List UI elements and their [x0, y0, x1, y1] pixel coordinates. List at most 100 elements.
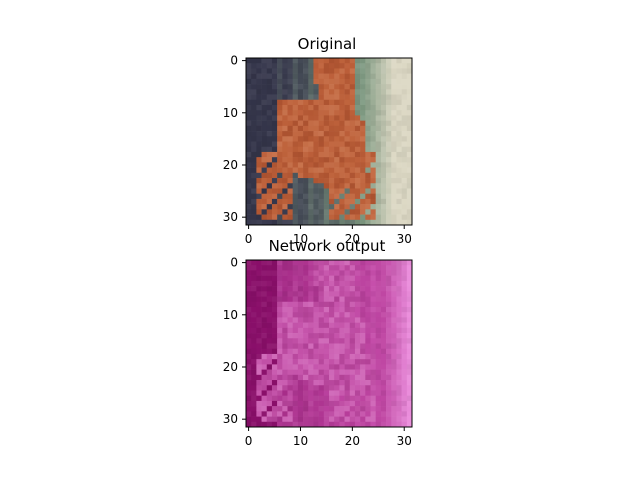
image-pixel [318, 421, 325, 428]
image-pixel [354, 209, 361, 215]
image-pixel [246, 280, 252, 287]
image-pixel [318, 301, 325, 308]
image-pixel [308, 162, 314, 168]
image-pixel [303, 364, 309, 370]
image-pixel [401, 68, 408, 74]
image-pixel [261, 136, 268, 142]
image-pixel [303, 198, 309, 205]
image-pixel [391, 167, 397, 174]
image-pixel [261, 167, 268, 174]
image-pixel [318, 172, 325, 179]
image-pixel [386, 204, 392, 210]
image-pixel [370, 89, 376, 95]
image-pixel [386, 411, 392, 417]
image-pixel [303, 390, 309, 396]
image-pixel [318, 94, 325, 101]
image-pixel [334, 219, 340, 226]
image-pixel [251, 136, 257, 142]
image-pixel [365, 146, 371, 153]
image-pixel [396, 204, 402, 210]
image-pixel [277, 317, 283, 323]
image-pixel [339, 312, 345, 318]
image-pixel [344, 183, 351, 189]
image-pixel [365, 198, 371, 205]
image-pixel [271, 260, 278, 266]
image-pixel [297, 380, 304, 386]
image-pixel [246, 359, 252, 365]
image-pixel [318, 209, 325, 215]
image-pixel [297, 280, 304, 287]
image-pixel [271, 63, 278, 69]
image-pixel [406, 214, 413, 221]
image-pixel [329, 411, 335, 417]
image-pixel [277, 322, 283, 329]
image-pixel [401, 136, 408, 142]
image-pixel [308, 400, 314, 407]
image-pixel [380, 204, 387, 210]
image-pixel [386, 364, 392, 370]
image-pixel [375, 291, 382, 297]
image-pixel [251, 286, 257, 292]
image-pixel [292, 73, 299, 80]
image-pixel [339, 400, 345, 407]
image-pixel [256, 296, 262, 303]
image-pixel [266, 317, 273, 323]
image-pixel [313, 385, 319, 391]
image-pixel [282, 390, 288, 396]
image-pixel [303, 157, 309, 163]
image-pixel [370, 125, 376, 132]
image-pixel [266, 219, 273, 226]
image-pixel [297, 359, 304, 365]
image-pixel [323, 306, 330, 313]
image-pixel [349, 63, 356, 69]
image-pixel [406, 157, 413, 163]
image-pixel [365, 338, 371, 344]
image-pixel [271, 141, 278, 148]
image-pixel [303, 209, 309, 215]
image-pixel [370, 167, 376, 174]
image-pixel [277, 343, 283, 350]
image-pixel [313, 312, 319, 318]
image-pixel [287, 364, 293, 370]
image-pixel [282, 162, 288, 168]
image-pixel [303, 421, 309, 428]
image-pixel [297, 183, 304, 189]
image-pixel [354, 162, 361, 168]
image-pixel [375, 286, 382, 292]
image-pixel [277, 125, 283, 132]
image-pixel [318, 84, 325, 90]
image-pixel [380, 364, 387, 370]
image-pixel [339, 317, 345, 323]
image-pixel [380, 84, 387, 90]
image-pixel [323, 188, 330, 194]
image-pixel [329, 167, 335, 174]
image-pixel [354, 131, 361, 137]
image-pixel [303, 353, 309, 360]
image-pixel [246, 209, 252, 215]
image-pixel [375, 146, 382, 153]
image-pixel [339, 204, 345, 210]
image-pixel [396, 296, 402, 303]
image-pixel [261, 73, 268, 80]
image-pixel [386, 260, 392, 266]
image-pixel [261, 322, 268, 329]
image-pixel [323, 183, 330, 189]
image-pixel [246, 141, 252, 148]
image-pixel [349, 280, 356, 287]
image-pixel [292, 275, 299, 282]
y-tick-label: 20 [223, 158, 238, 172]
image-pixel [396, 275, 402, 282]
image-pixel [271, 280, 278, 287]
image-pixel [318, 359, 325, 365]
image-pixel [339, 131, 345, 137]
image-pixel [360, 219, 366, 226]
image-pixel [401, 296, 408, 303]
image-pixel [303, 162, 309, 168]
image-pixel [354, 364, 361, 370]
image-pixel [329, 343, 335, 350]
image-pixel [396, 369, 402, 376]
image-pixel [297, 416, 304, 423]
image-pixel [271, 364, 278, 370]
image-pixel [365, 141, 371, 148]
image-pixel [406, 353, 413, 360]
